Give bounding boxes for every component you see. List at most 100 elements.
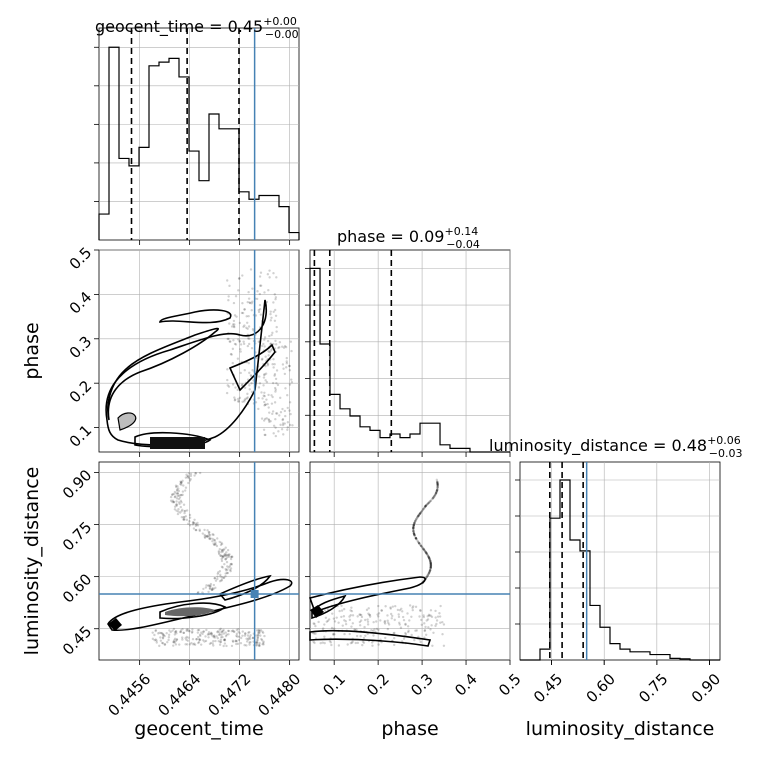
sample-point (286, 426, 289, 429)
sample-point (222, 548, 225, 551)
sample-point (169, 630, 172, 634)
sample-point (167, 633, 171, 637)
sample-point (272, 342, 275, 346)
title-plus: +0.00 (263, 15, 297, 28)
sample-point (231, 639, 235, 643)
y-tick-label: 0.60 (59, 570, 95, 606)
sample-point (425, 552, 429, 556)
sample-point (270, 333, 273, 337)
sample-point (193, 474, 196, 477)
sample-point (273, 319, 277, 322)
sample-point (429, 563, 433, 566)
sample-point (394, 604, 397, 608)
sample-point (412, 524, 415, 527)
sample-point (218, 643, 222, 646)
sample-point (178, 511, 182, 514)
sample-point (425, 503, 428, 507)
sample-point (364, 618, 367, 622)
sample-point (441, 621, 444, 624)
sample-point (412, 531, 416, 535)
sample-point (272, 272, 275, 275)
sample-point (419, 609, 422, 612)
x-tick-label: 0.5 (495, 670, 525, 700)
sample-point (391, 605, 395, 608)
sample-point (249, 640, 252, 644)
sample-point (391, 614, 394, 618)
sample-point (343, 619, 346, 622)
sample-point (188, 643, 192, 646)
sample-point (212, 543, 216, 547)
x-tick-label: 0.90 (688, 670, 724, 706)
sample-point (422, 506, 426, 510)
sample-point (260, 639, 264, 642)
sample-point (436, 486, 439, 489)
sample-point (314, 632, 317, 635)
sample-point (436, 480, 439, 483)
sample-point (402, 618, 406, 622)
sample-point (172, 641, 175, 644)
sample-point (368, 615, 372, 618)
sample-point (203, 533, 206, 537)
x-tick-label: 0.4472 (205, 670, 255, 720)
sample-point (255, 641, 258, 644)
sample-point (429, 566, 432, 569)
sample-point (406, 612, 409, 615)
sample-point (233, 314, 237, 317)
sample-point (173, 505, 177, 508)
sample-point (419, 544, 423, 547)
sample-point (424, 504, 427, 508)
sample-point (419, 609, 422, 613)
sample-point (237, 628, 240, 631)
sample-point (230, 562, 233, 566)
sample-point (258, 292, 262, 296)
sample-point (412, 530, 415, 533)
sample-point (158, 631, 161, 635)
sample-point (429, 564, 433, 567)
sample-point (412, 526, 415, 530)
hist-bin (570, 540, 580, 660)
sample-point (236, 357, 240, 360)
sample-point (350, 606, 353, 609)
sample-point (180, 483, 183, 486)
sample-point (283, 372, 287, 376)
sample-point (273, 401, 277, 404)
sample-point (154, 629, 157, 633)
hist-bin (650, 655, 660, 660)
sample-point (220, 557, 223, 561)
sample-point (212, 634, 216, 638)
sample-point (208, 584, 211, 587)
x-tick-label: 0.1 (319, 670, 349, 700)
sample-point (207, 530, 211, 534)
sample-point (177, 487, 180, 490)
sample-point (262, 640, 265, 643)
sample-point (288, 383, 292, 386)
sample-point (258, 643, 261, 646)
sample-point (212, 542, 215, 545)
sample-point (420, 509, 424, 513)
sample-point (255, 641, 259, 645)
sample-point (207, 636, 210, 639)
sample-point (257, 308, 261, 312)
truth-marker (250, 590, 259, 598)
sample-point (412, 527, 415, 530)
title-plus: +0.14 (444, 225, 478, 238)
sample-point (198, 637, 201, 641)
sample-point (389, 607, 392, 610)
sample-point (419, 511, 422, 515)
sample-point (426, 615, 429, 618)
title-plus: +0.06 (707, 434, 741, 447)
sample-point (274, 418, 277, 421)
sample-point (428, 557, 431, 561)
sample-point (277, 430, 280, 433)
sample-point (243, 368, 246, 372)
sample-point (439, 621, 442, 624)
sample-point (162, 634, 165, 637)
sample-point (235, 642, 238, 646)
sample-point (429, 566, 432, 570)
sample-point (202, 587, 205, 591)
sample-point (432, 495, 436, 498)
sample-point (193, 518, 196, 521)
sample-point (340, 615, 343, 619)
sample-point (251, 369, 254, 372)
sample-point (182, 631, 186, 635)
